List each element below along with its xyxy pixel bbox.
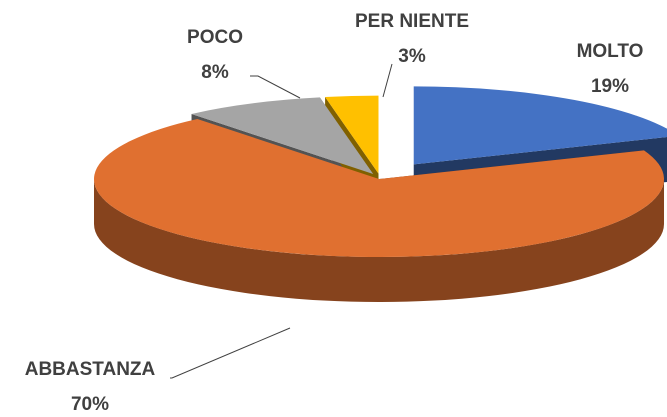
data-label-name: PER NIENTE [355, 11, 469, 32]
slice [191, 97, 374, 175]
data-label-value: 70% [71, 394, 109, 415]
slice [325, 95, 379, 174]
data-label-name: ABBASTANZA [25, 359, 156, 380]
slice [94, 118, 665, 258]
tops [94, 86, 667, 258]
slice [413, 86, 667, 165]
data-label-name: MOLTO [577, 41, 644, 62]
data-label-name: POCO [187, 27, 243, 48]
leader-line [250, 75, 301, 99]
leader-line [382, 63, 393, 98]
data-label-value: 3% [398, 46, 426, 67]
data-label-value: 8% [201, 62, 229, 83]
data-label-value: 19% [591, 76, 629, 97]
slice-wall [94, 179, 665, 303]
leader-line [170, 327, 291, 379]
